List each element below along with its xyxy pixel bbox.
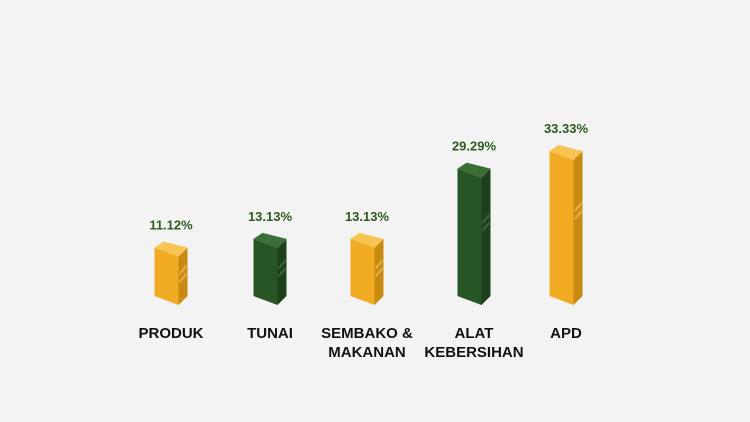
category-label: APD xyxy=(550,325,582,342)
category-label-line: PRODUK xyxy=(138,325,203,342)
category-label: SEMBAKO & MAKANAN xyxy=(321,325,413,361)
value-label: 13.13% xyxy=(345,209,390,224)
bar-shine-stripe xyxy=(375,266,383,278)
bar-2 xyxy=(253,232,287,305)
bar-3 xyxy=(350,232,384,305)
bar-top-face xyxy=(253,232,287,248)
bar-shine-stripe xyxy=(278,266,286,278)
bar-shine-stripe xyxy=(375,258,383,270)
category-label: TUNAI xyxy=(247,325,293,342)
bar-front-face xyxy=(253,238,278,305)
category-label-line: SEMBAKO & xyxy=(321,325,413,342)
value-label: 11.12% xyxy=(149,218,193,233)
bar-side-face xyxy=(481,168,491,305)
bar-front-face xyxy=(549,151,574,305)
category-label-line: TUNAI xyxy=(247,325,293,342)
bar-shine-stripe xyxy=(482,213,490,225)
bar-side-face xyxy=(573,151,583,305)
bar-shine-stripe xyxy=(179,264,187,276)
bar-shine-stripe xyxy=(574,201,582,213)
bar-front-face xyxy=(154,247,179,305)
bar-shine-stripe xyxy=(278,258,286,270)
bar-side-face xyxy=(178,247,188,305)
bar-1 xyxy=(154,241,188,305)
bar-4 xyxy=(457,162,491,305)
category-label-line: MAKANAN xyxy=(328,344,406,361)
bar-top-face xyxy=(457,162,491,178)
value-label: 29.29% xyxy=(452,139,497,154)
bar-shine-stripe xyxy=(574,209,582,221)
bar-5 xyxy=(549,145,583,305)
bar-shine-stripe xyxy=(482,221,490,233)
category-label: PRODUK xyxy=(138,325,203,342)
category-label-line: ALAT xyxy=(455,325,494,342)
category-label-line: KEBERSIHAN xyxy=(424,344,523,361)
category-label: ALAT KEBERSIHAN xyxy=(424,325,523,361)
bar-front-face xyxy=(457,168,482,305)
value-label: 13.13% xyxy=(248,209,293,224)
bar-top-face xyxy=(350,232,384,248)
value-label: 33.33% xyxy=(544,121,589,136)
bar-front-face xyxy=(350,238,375,305)
bar-top-face xyxy=(549,145,583,161)
category-label-line: APD xyxy=(550,325,582,342)
bar-top-face xyxy=(154,241,188,257)
bar-shine-stripe xyxy=(179,272,187,284)
